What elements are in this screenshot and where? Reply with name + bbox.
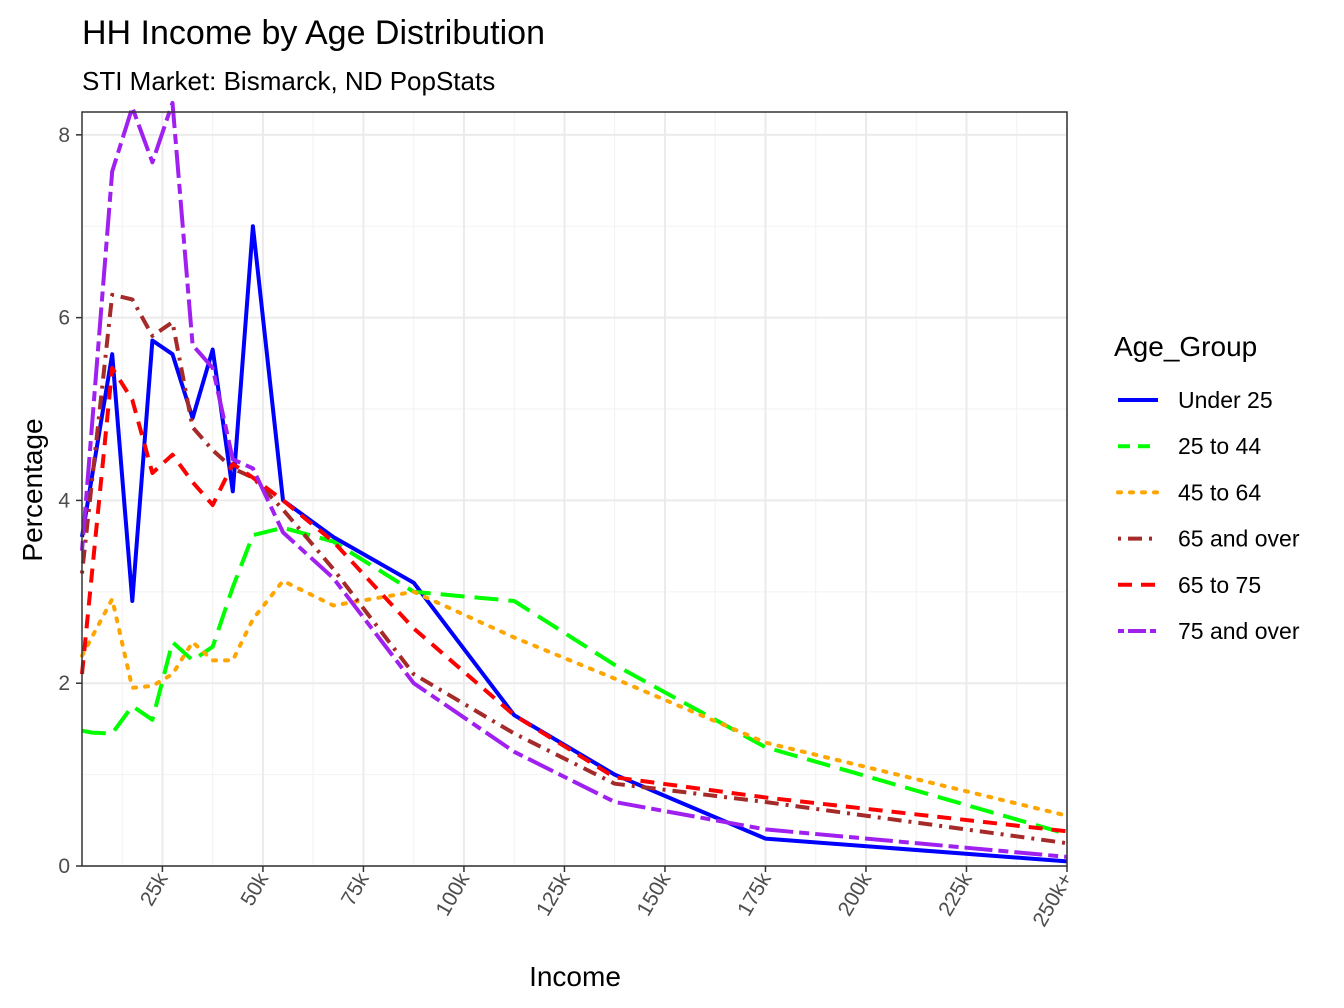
- series-line-25-to-44: [81, 525, 1068, 836]
- x-tick-label: 25k: [136, 869, 173, 910]
- series-line-65-and-over: [80, 292, 1068, 846]
- legend-label: 65 to 75: [1178, 572, 1261, 598]
- x-tick-label: 225k: [934, 869, 977, 920]
- legend-label: Under 25: [1178, 387, 1273, 413]
- plot-panel-border: [81, 111, 1068, 867]
- legend-label: 45 to 64: [1178, 479, 1261, 505]
- x-tick-label: 100k: [432, 869, 475, 920]
- legend-label: 65 and over: [1178, 526, 1300, 552]
- plot-series: [80, 100, 1069, 864]
- x-tick-label: 150k: [633, 869, 676, 920]
- x-tick-label: 250k+: [1029, 869, 1078, 931]
- legend: Age_Group Under 25 25 to 44 45 to 64 65 and…: [1114, 331, 1300, 644]
- chart-title: HH Income by Age Distribution: [82, 14, 545, 52]
- legend-title: Age_Group: [1114, 331, 1257, 362]
- y-tick-label: 4: [58, 489, 70, 512]
- legend-label: 25 to 44: [1178, 433, 1261, 459]
- x-tick-label: 75k: [337, 869, 374, 910]
- grid: [82, 112, 1068, 867]
- legend-label: 75 and over: [1178, 618, 1300, 644]
- chart-subtitle: STI Market: Bismarck, ND PopStats: [82, 66, 495, 96]
- x-tick-label: 125k: [532, 869, 575, 920]
- y-axis-title: Percentage: [17, 418, 48, 561]
- series-line-65-to-75: [80, 365, 1068, 834]
- y-tick-label: 2: [58, 672, 70, 695]
- y-tick-label: 6: [58, 307, 70, 330]
- x-axis-title: Income: [529, 961, 621, 992]
- x-tick-label: 175k: [733, 869, 776, 920]
- x-tick-label: 50k: [236, 869, 273, 910]
- x-tick-label: 200k: [834, 869, 877, 920]
- plot-panel: [82, 112, 1067, 866]
- series-line-75-and-over: [80, 100, 1068, 859]
- y-tick-label: 0: [58, 855, 70, 878]
- y-tick-label: 8: [58, 124, 70, 147]
